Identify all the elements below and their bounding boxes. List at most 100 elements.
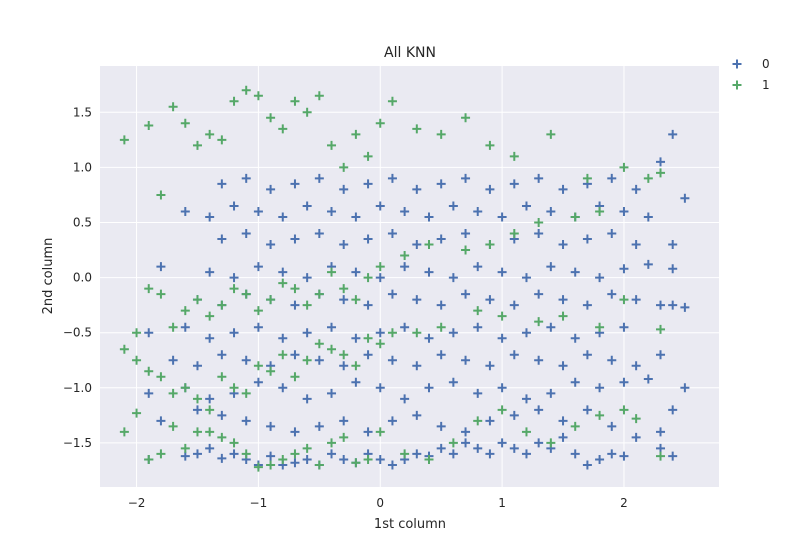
- data-point: [461, 229, 471, 239]
- y-axis-label: 2nd column: [41, 238, 56, 315]
- data-point: [253, 306, 263, 316]
- data-point: [302, 201, 312, 211]
- data-point: [546, 438, 556, 448]
- data-point: [424, 333, 434, 343]
- data-point: [217, 372, 227, 382]
- data-point: [363, 234, 373, 244]
- data-point: [485, 295, 495, 305]
- data-point: [412, 328, 422, 338]
- data-point: [668, 129, 678, 139]
- data-point: [156, 262, 166, 272]
- data-point: [570, 449, 580, 459]
- x-axis-label: 1st column: [374, 517, 446, 532]
- data-point: [132, 355, 142, 365]
- data-point: [375, 273, 385, 283]
- data-point: [436, 421, 446, 431]
- data-point: [558, 240, 568, 250]
- data-point: [656, 443, 666, 453]
- data-point: [509, 179, 519, 189]
- data-point: [461, 245, 471, 255]
- data-point: [144, 454, 154, 464]
- data-point: [205, 267, 215, 277]
- data-point: [351, 129, 361, 139]
- data-point: [485, 361, 495, 371]
- data-point: [436, 443, 446, 453]
- data-point: [278, 333, 288, 343]
- data-point: [387, 173, 397, 183]
- data-point: [570, 377, 580, 387]
- data-point: [217, 350, 227, 360]
- x-tick-label: 0: [376, 496, 384, 510]
- data-point: [351, 295, 361, 305]
- data-point: [546, 262, 556, 272]
- data-point: [436, 129, 446, 139]
- data-point: [180, 443, 190, 453]
- data-point: [387, 229, 397, 239]
- data-point: [521, 328, 531, 338]
- data-point: [278, 212, 288, 222]
- data-point: [643, 173, 653, 183]
- data-points: [119, 85, 690, 472]
- data-point: [339, 284, 349, 294]
- data-point: [192, 449, 202, 459]
- y-tick-label: 0.0: [73, 271, 92, 285]
- data-point: [546, 129, 556, 139]
- data-point: [461, 427, 471, 437]
- data-point: [521, 394, 531, 404]
- data-point: [656, 451, 666, 461]
- data-point: [412, 361, 422, 371]
- data-point: [192, 295, 202, 305]
- data-point: [327, 267, 337, 277]
- data-point: [156, 190, 166, 200]
- data-point: [558, 416, 568, 426]
- data-point: [217, 135, 227, 145]
- data-point: [253, 91, 263, 101]
- data-point: [448, 328, 458, 338]
- data-point: [339, 240, 349, 250]
- data-point: [241, 173, 251, 183]
- data-point: [266, 460, 276, 470]
- data-point: [278, 124, 288, 134]
- data-point: [668, 240, 678, 250]
- data-point: [509, 443, 519, 453]
- data-point: [168, 421, 178, 431]
- data-point: [436, 179, 446, 189]
- data-point: [144, 366, 154, 376]
- data-point: [473, 306, 483, 316]
- data-point: [217, 234, 227, 244]
- data-point: [595, 383, 605, 393]
- data-point: [619, 264, 629, 274]
- data-point: [302, 107, 312, 117]
- data-point: [546, 206, 556, 216]
- data-point: [448, 377, 458, 387]
- data-point: [595, 410, 605, 420]
- data-point: [241, 289, 251, 299]
- data-point: [217, 300, 227, 310]
- series-0: [144, 129, 690, 470]
- data-point: [582, 460, 592, 470]
- data-point: [400, 322, 410, 332]
- y-tick-label: 1.5: [73, 105, 92, 119]
- data-point: [168, 322, 178, 332]
- data-point: [668, 264, 678, 274]
- data-point: [314, 173, 324, 183]
- data-point: [339, 416, 349, 426]
- data-point: [448, 438, 458, 448]
- data-point: [351, 377, 361, 387]
- y-tick-label: −1.5: [63, 436, 92, 450]
- data-point: [132, 328, 142, 338]
- data-point: [229, 201, 239, 211]
- x-tick-label: 1: [498, 496, 506, 510]
- data-point: [229, 284, 239, 294]
- data-point: [351, 361, 361, 371]
- data-point: [229, 449, 239, 459]
- data-point: [509, 350, 519, 360]
- data-point: [266, 113, 276, 123]
- data-point: [229, 273, 239, 283]
- data-point: [302, 394, 312, 404]
- data-point: [534, 217, 544, 227]
- data-point: [314, 289, 324, 299]
- data-point: [582, 234, 592, 244]
- data-point: [180, 118, 190, 128]
